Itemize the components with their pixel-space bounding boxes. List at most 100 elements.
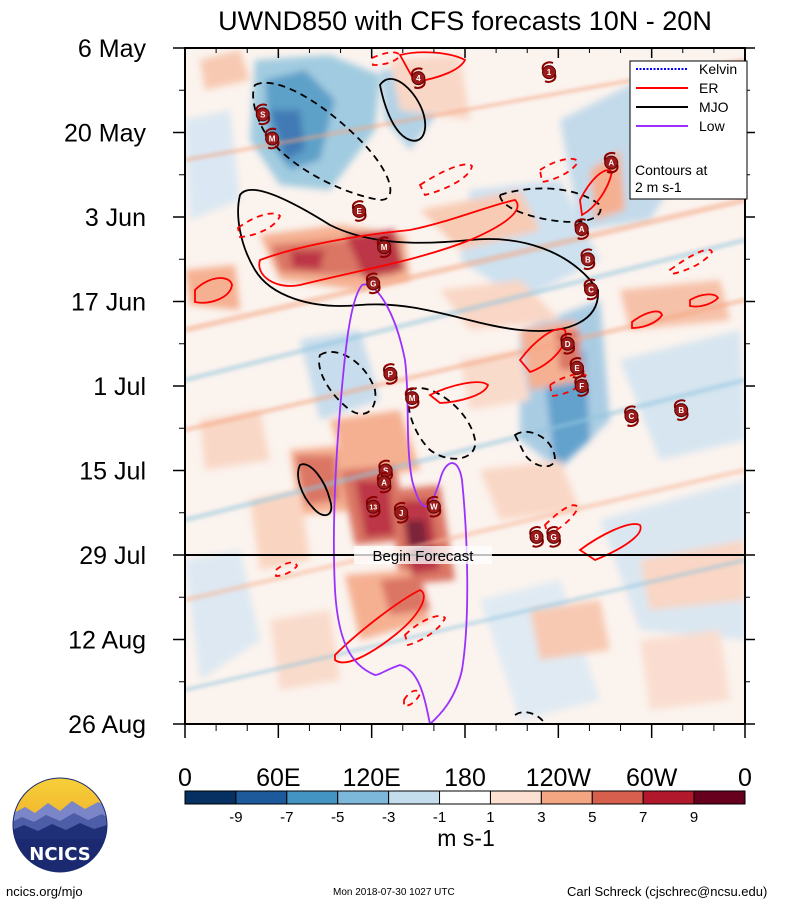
x-tick-label: 60E xyxy=(256,764,300,792)
colorbar-swatch xyxy=(540,790,593,805)
storm-label: M xyxy=(409,394,416,403)
colorbar-swatch xyxy=(489,790,542,805)
colorbar-label: -5 xyxy=(331,809,344,826)
storm-label: D xyxy=(565,340,571,349)
storm-marker: J xyxy=(393,502,409,524)
y-tick-label: 3 Jun xyxy=(85,204,146,232)
storm-label: M xyxy=(381,243,388,252)
legend-note-line1: Contours at xyxy=(635,162,707,178)
ncics-logo: NCICS xyxy=(12,777,108,873)
storm-label: A xyxy=(579,225,585,234)
storm-marker: 9 xyxy=(529,526,544,548)
er-contour xyxy=(518,328,567,374)
colorbar-swatch xyxy=(591,790,644,805)
storm-label: G xyxy=(551,533,557,542)
storm-marker: A xyxy=(603,151,619,174)
storm-marker: A xyxy=(574,218,589,240)
storm-marker: M xyxy=(264,127,280,150)
storm-label: P xyxy=(388,370,394,379)
y-tick-label: 20 May xyxy=(64,120,146,148)
storm-label: 4 xyxy=(416,74,421,83)
y-tick-label: 29 Jul xyxy=(79,542,146,570)
storm-marker: 1 xyxy=(541,61,557,83)
footer-author: Carl Schreck (cjschrec@ncsu.edu) xyxy=(567,884,768,899)
storm-marker: D xyxy=(560,333,575,355)
y-tick-label: 6 May xyxy=(78,35,147,63)
storm-marker: C xyxy=(624,405,639,427)
colorbar-label: 1 xyxy=(486,809,494,826)
colorbar-label: -1 xyxy=(433,809,446,826)
x-tick-label: 120W xyxy=(526,764,592,792)
er-contour-negative xyxy=(539,157,580,184)
storm-marker: B xyxy=(580,248,596,270)
storm-label: M xyxy=(269,135,276,144)
colorbar-swatch xyxy=(286,790,339,805)
er-contour xyxy=(631,310,663,329)
storm-label: W xyxy=(430,503,438,512)
legend-label-er: ER xyxy=(699,80,718,96)
mjo-contour xyxy=(379,78,427,142)
axis-ticks xyxy=(173,47,755,738)
x-axis-labels: 0 60E 120E 180 120W 60W 0 xyxy=(178,764,752,792)
storm-label: S xyxy=(383,467,389,476)
er-contour-negative xyxy=(403,615,447,647)
legend-label-kelvin: Kelvin xyxy=(699,61,737,77)
footer-url[interactable]: ncics.org/mjo xyxy=(6,884,83,899)
y-tick-label: 15 Jul xyxy=(79,458,146,486)
storm-marker: P xyxy=(383,363,398,385)
low-contour xyxy=(332,283,469,724)
mjo-contour xyxy=(297,463,333,517)
storm-marker: 4 xyxy=(411,67,426,89)
er-contour-negative xyxy=(418,163,473,197)
begin-forecast-label: Begin Forecast xyxy=(373,548,475,565)
wave-contours xyxy=(194,51,720,724)
er-contour xyxy=(689,293,720,308)
colorbar-swatch xyxy=(388,790,441,805)
legend: Kelvin ER MJO Low Contours at 2 m s-1 xyxy=(629,60,748,200)
er-contour xyxy=(398,51,467,83)
colorbar-unit: m s-1 xyxy=(437,825,495,851)
mjo-contour-negative xyxy=(514,711,546,724)
er-contour-negative xyxy=(275,561,299,577)
legend-note-line2: 2 m s-1 xyxy=(635,179,682,195)
colorbar-swatch xyxy=(337,790,390,805)
storm-label: C xyxy=(629,412,635,421)
logo-text: NCICS xyxy=(29,844,90,865)
storm-label: 13 xyxy=(369,505,377,512)
colorbar-swatch xyxy=(693,790,746,805)
storm-label: S xyxy=(260,110,266,119)
y-tick-label: 17 Jun xyxy=(71,289,146,317)
y-tick-label: 1 Jul xyxy=(93,373,146,401)
storm-label: F xyxy=(579,382,584,391)
storm-marker: A xyxy=(376,471,392,494)
storm-label: E xyxy=(574,364,580,373)
storm-label: 9 xyxy=(534,533,539,542)
chart-title: UWND850 with CFS forecasts 10N - 20N xyxy=(218,6,712,36)
storm-label: C xyxy=(588,285,594,294)
storm-label: A xyxy=(608,159,614,168)
er-contour xyxy=(258,199,519,287)
x-tick-label: 180 xyxy=(444,764,486,792)
colorbar-label: 5 xyxy=(588,809,596,826)
mjo-contour-negative xyxy=(318,351,377,415)
storm-label: E xyxy=(357,207,363,216)
storm-marker: M xyxy=(376,236,392,258)
storm-label: A xyxy=(381,479,387,488)
colorbar-label: 3 xyxy=(537,809,545,826)
y-tick-label: 26 Aug xyxy=(68,711,146,739)
y-axis-labels: 6 May 20 May 3 Jun 17 Jun 1 Jul 15 Jul 29 Jul 1… xyxy=(64,35,146,739)
forecast-label-bg xyxy=(354,546,492,564)
storm-label: G xyxy=(370,279,376,288)
storm-marker: G xyxy=(365,272,381,295)
er-contour xyxy=(428,381,490,404)
colorbar-swatch xyxy=(642,790,695,805)
er-contour xyxy=(578,523,642,562)
mjo-contour-negative xyxy=(513,430,556,468)
storm-marker: W xyxy=(426,495,442,518)
mjo-contour-negative xyxy=(407,387,476,460)
er-contour-negative xyxy=(668,248,713,276)
colorbar-swatch xyxy=(235,790,288,805)
storm-marker: M xyxy=(404,387,420,409)
